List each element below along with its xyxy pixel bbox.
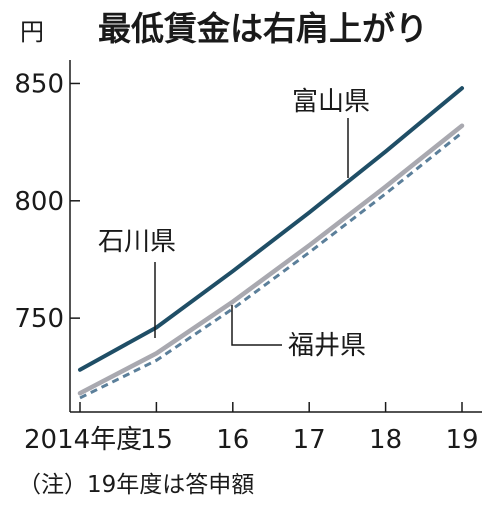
y-tick-label: 750 <box>14 304 64 334</box>
x-tick-label: 17 <box>293 425 326 455</box>
y-tick-label: 850 <box>14 69 64 99</box>
series-line-1 <box>77 123 465 396</box>
series-label-toyama: 富山県 <box>292 87 370 117</box>
series-line-0 <box>78 86 464 372</box>
x-tick-label: 18 <box>369 425 402 455</box>
x-tick-label: 19 <box>445 425 478 455</box>
series-label-ishikawa: 石川県 <box>98 227 176 257</box>
chart-note: （注）19年度は答申額 <box>18 472 254 498</box>
series-label-fukui: 福井県 <box>288 331 366 361</box>
chart-title: 最低賃金は右肩上がり <box>98 9 428 48</box>
y-ticks: 750 800 850 <box>14 69 80 334</box>
unit-label: 円 <box>20 18 44 46</box>
leader-fukui <box>231 305 282 346</box>
x-tick-label: 2014年度 <box>24 425 142 455</box>
y-tick-label: 800 <box>14 187 64 217</box>
series-line-2 <box>79 131 463 400</box>
series-lines <box>77 86 465 400</box>
x-tick-label: 16 <box>216 425 249 455</box>
x-tick-label: 15 <box>140 425 173 455</box>
